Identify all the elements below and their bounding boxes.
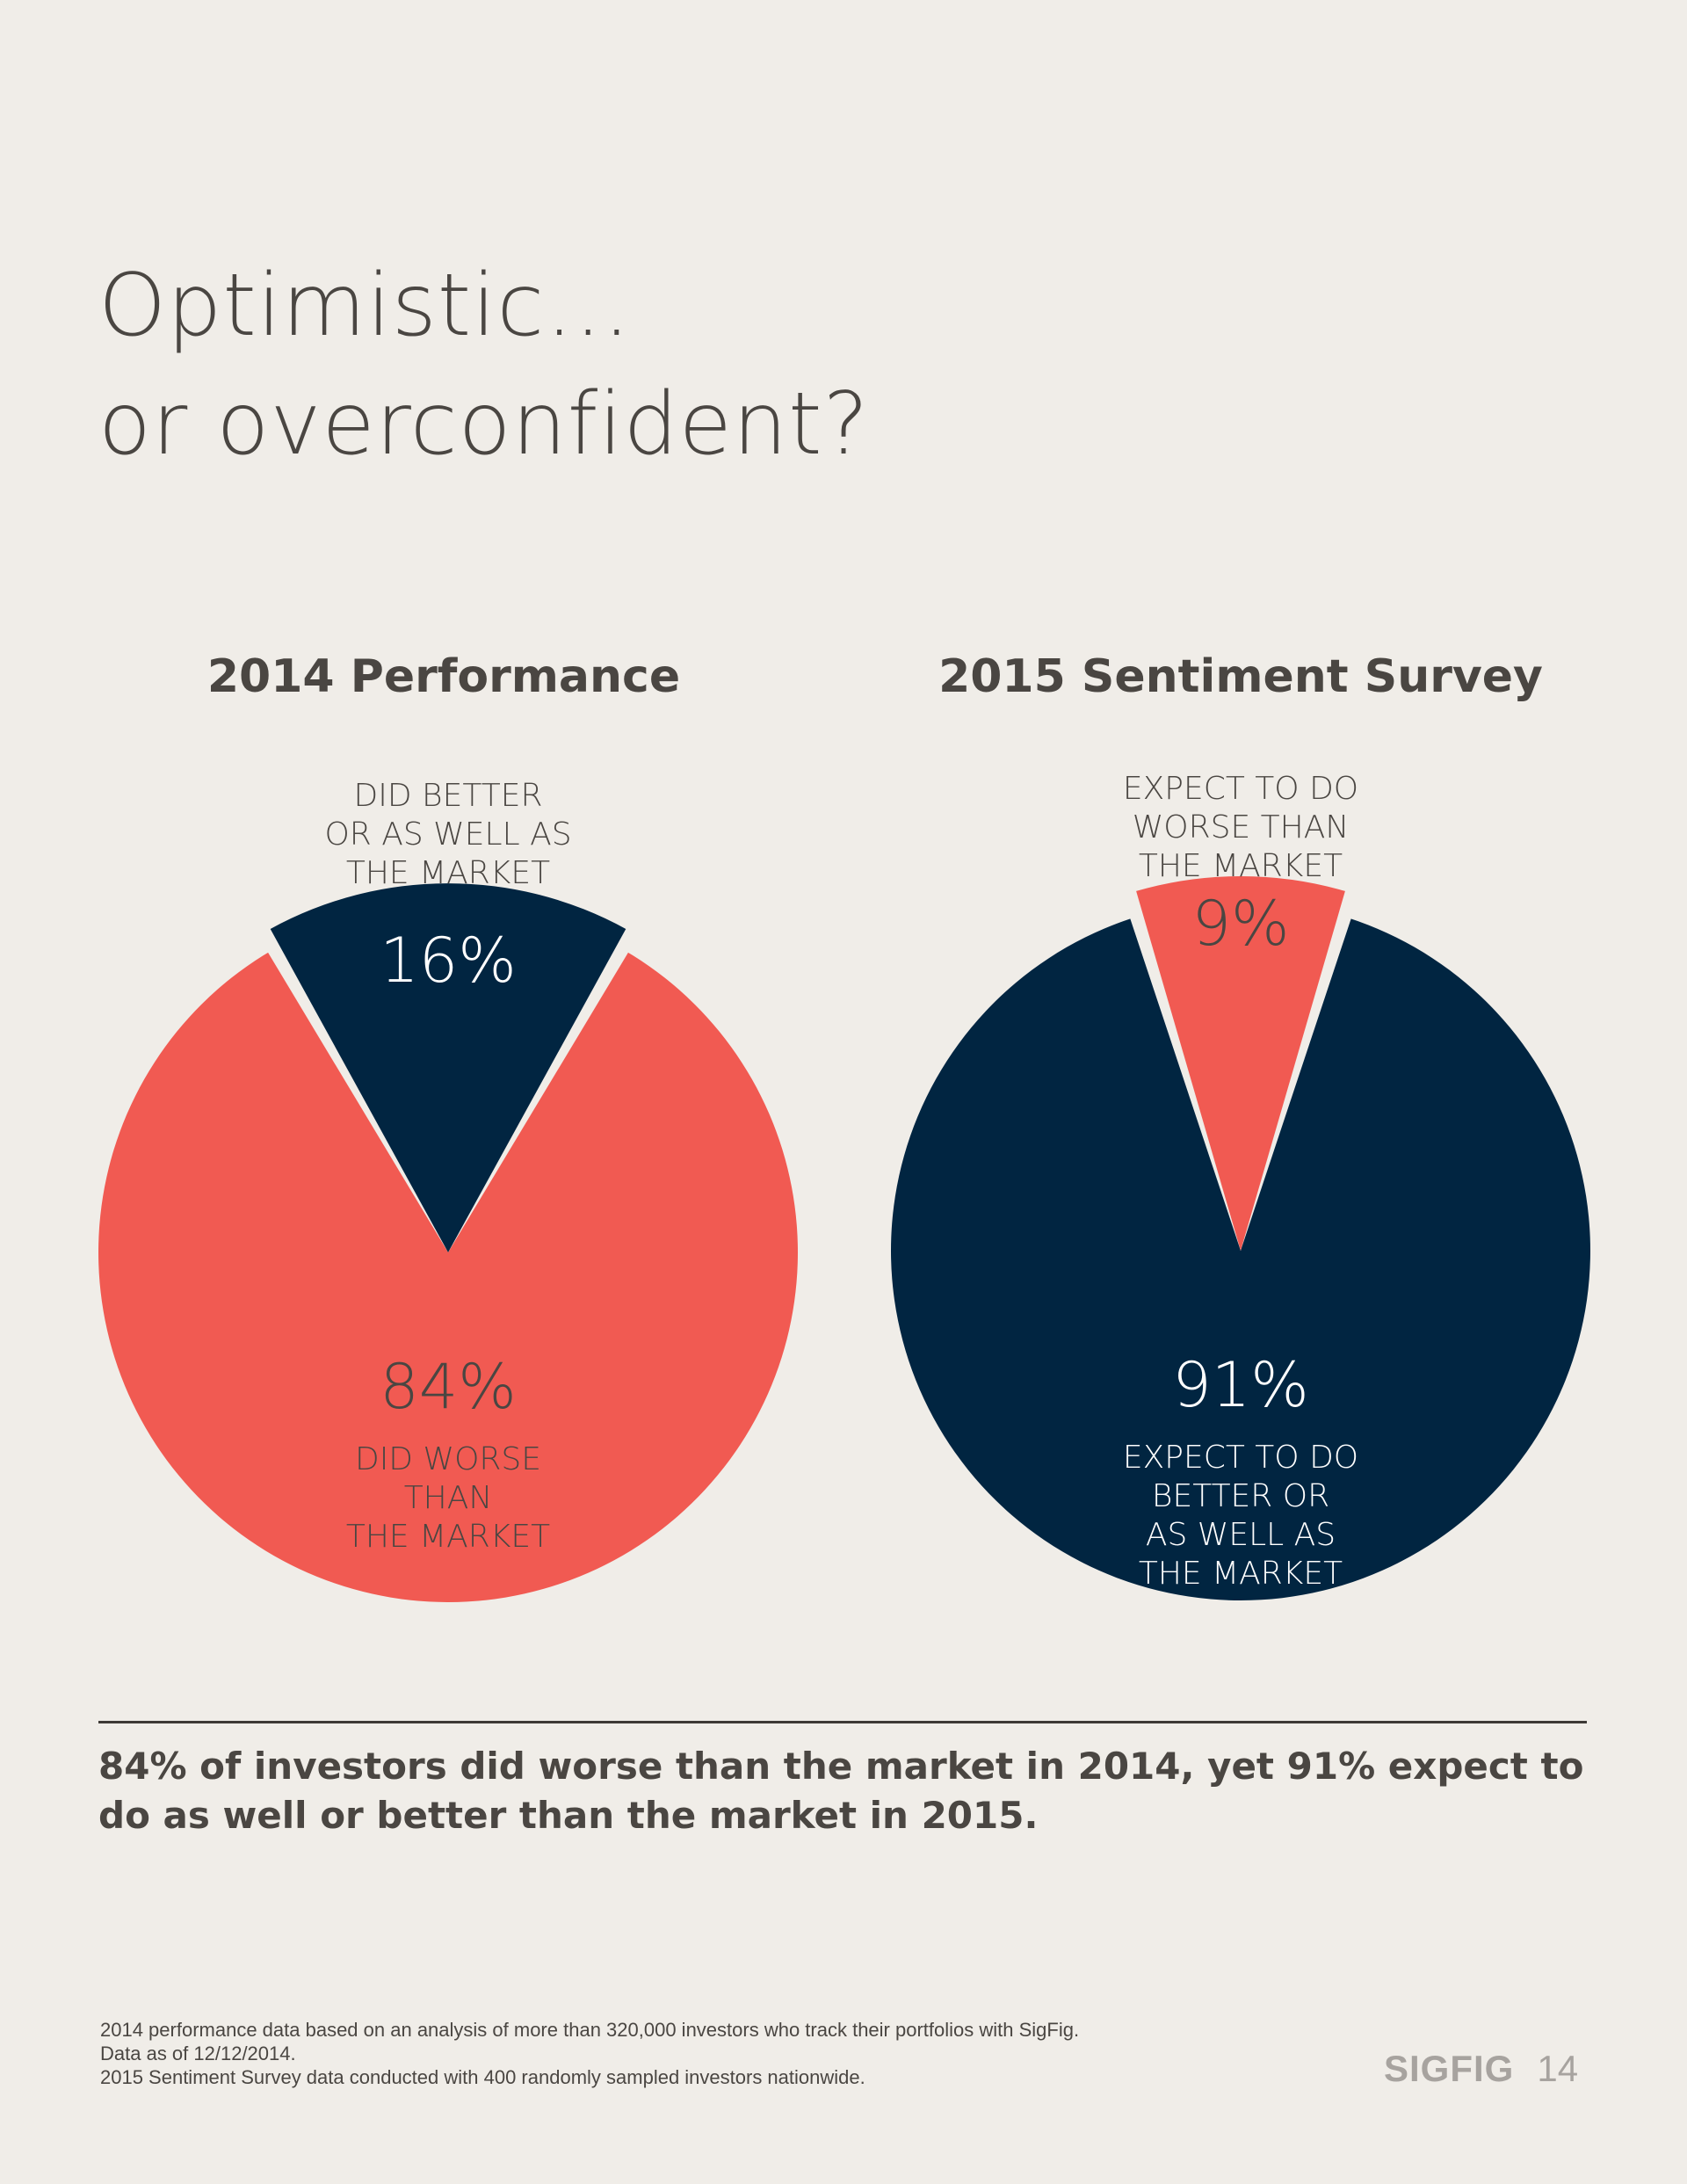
slice-label-91-line-4: THE MARKET (1139, 1556, 1343, 1592)
footnote-3: 2015 Sentiment Survey data conducted wit… (100, 2066, 865, 2088)
slice-label-9-line-2: WORSE THAN (1133, 809, 1350, 845)
slice-label-9-line-1: EXPECT TO DO (1123, 771, 1358, 807)
slice-label-9-line-3: THE MARKET (1139, 848, 1343, 884)
footnote-2: Data as of 12/12/2014. (100, 2043, 296, 2064)
page-title-line-1: Optimistic… (98, 255, 633, 356)
divider-rule (98, 1721, 1587, 1723)
pct-label-16: 16% (380, 925, 517, 997)
page-number: 14 (1537, 2048, 1579, 2089)
slice-label-16-line-1: DID BETTER (354, 778, 543, 814)
slice-label-16-line-3: THE MARKET (346, 855, 550, 891)
footnotes: 2014 performance data based on an analys… (100, 2018, 1330, 2089)
brand-footer: SIGFIG 14 (1384, 2044, 1595, 2093)
pie-slice-91 (890, 914, 1590, 1601)
slice-label-84-line-2: THAN (404, 1480, 493, 1516)
pct-label-9: 9% (1191, 888, 1289, 960)
pie-slice-84 (98, 946, 798, 1602)
chart-title-2015-sentiment-survey: 2015 Sentiment Survey (938, 650, 1543, 703)
slice-label-91-line-2: BETTER OR (1152, 1478, 1329, 1514)
slice-label-91-line-1: EXPECT TO DO (1123, 1440, 1358, 1476)
pct-label-84: 84% (380, 1351, 517, 1423)
pie-slice-9 (1136, 875, 1345, 1251)
slice-label-91-line-3: AS WELL AS (1146, 1517, 1336, 1553)
footnote-1: 2014 performance data based on an analys… (100, 2019, 1080, 2041)
slice-label-84-line-3: THE MARKET (346, 1519, 550, 1555)
pct-label-91: 91% (1172, 1349, 1309, 1421)
page-title-line-2: or overconfident? (98, 374, 870, 475)
pie-slice-16 (270, 883, 626, 1252)
brand-logo: SIGFIG (1384, 2048, 1515, 2089)
page-title: Optimistic… or overconfident? (98, 247, 1416, 484)
chart-title-2014-performance: 2014 Performance (206, 650, 681, 703)
summary-text: 84% of investors did worse than the mark… (98, 1745, 1584, 1837)
slice-label-16-line-2: OR AS WELL AS (324, 816, 571, 853)
slice-label-84-line-1: DID WORSE (355, 1441, 541, 1477)
